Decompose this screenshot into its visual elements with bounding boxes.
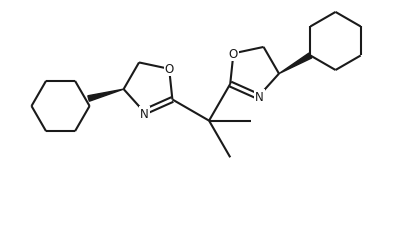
Text: O: O: [228, 48, 237, 61]
Text: N: N: [140, 107, 148, 120]
Text: N: N: [255, 91, 263, 103]
Text: O: O: [164, 63, 173, 76]
Polygon shape: [278, 54, 311, 74]
Polygon shape: [87, 90, 124, 102]
